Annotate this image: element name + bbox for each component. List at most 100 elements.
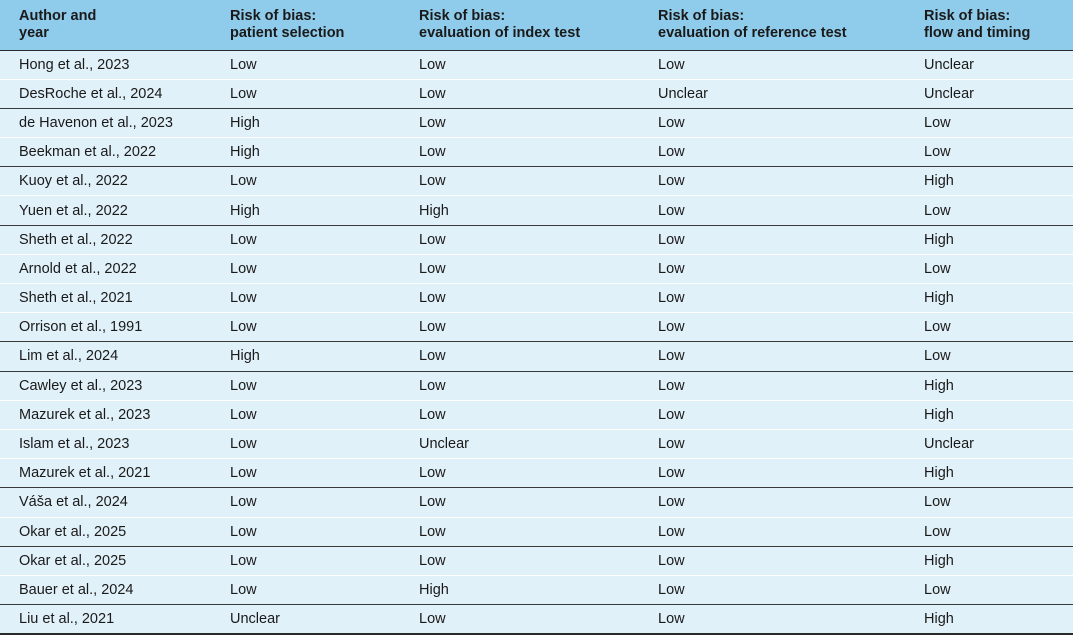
cell-index-test: Low bbox=[419, 283, 658, 314]
table-row: Váša et al., 2024 Low Low Low Low bbox=[0, 487, 1073, 518]
cell-author-year: Sheth et al., 2021 bbox=[0, 283, 230, 314]
cell-index-test: Low bbox=[419, 137, 658, 168]
header-line: evaluation of reference test bbox=[658, 24, 847, 41]
table-row: Bauer et al., 2024 Low High Low Low bbox=[0, 575, 1073, 606]
cell-index-test: Low bbox=[419, 254, 658, 285]
cell-reference-test: Low bbox=[658, 341, 924, 372]
header-line: evaluation of index test bbox=[419, 24, 581, 41]
cell-author-year: Lim et al., 2024 bbox=[0, 341, 230, 372]
header-line: patient selection bbox=[230, 24, 345, 41]
header-author-year: Author and year bbox=[0, 0, 230, 51]
cell-author-year: Liu et al., 2021 bbox=[0, 604, 230, 635]
cell-index-test: Low bbox=[419, 79, 658, 109]
cell-flow-timing: Low bbox=[924, 341, 1073, 372]
cell-author-year: Sheth et al., 2022 bbox=[0, 225, 230, 255]
cell-reference-test: Low bbox=[658, 195, 924, 226]
header-line: Risk of bias: bbox=[419, 7, 506, 24]
header-patient-selection: Risk of bias: patient selection bbox=[230, 0, 419, 51]
cell-author-year: Beekman et al., 2022 bbox=[0, 137, 230, 168]
cell-flow-timing: Low bbox=[924, 312, 1073, 343]
cell-flow-timing: Low bbox=[924, 575, 1073, 606]
cell-reference-test: Low bbox=[658, 254, 924, 285]
header-line: year bbox=[19, 24, 49, 41]
cell-author-year: Mazurek et al., 2023 bbox=[0, 400, 230, 430]
table-row: Arnold et al., 2022 Low Low Low Low bbox=[0, 254, 1073, 285]
cell-reference-test: Low bbox=[658, 429, 924, 460]
cell-patient-selection: Low bbox=[230, 225, 419, 255]
cell-index-test: Low bbox=[419, 341, 658, 372]
cell-author-year: Bauer et al., 2024 bbox=[0, 575, 230, 606]
cell-reference-test: Low bbox=[658, 50, 924, 80]
cell-flow-timing: Unclear bbox=[924, 79, 1073, 109]
cell-reference-test: Low bbox=[658, 604, 924, 635]
table-row: Lim et al., 2024 High Low Low Low bbox=[0, 341, 1073, 372]
cell-author-year: Mazurek et al., 2021 bbox=[0, 458, 230, 489]
cell-reference-test: Low bbox=[658, 371, 924, 401]
cell-reference-test: Low bbox=[658, 225, 924, 255]
table-row: Okar et al., 2025 Low Low Low Low bbox=[0, 517, 1073, 547]
cell-reference-test: Low bbox=[658, 312, 924, 343]
cell-patient-selection: High bbox=[230, 195, 419, 226]
cell-patient-selection: Low bbox=[230, 254, 419, 285]
cell-reference-test: Low bbox=[658, 546, 924, 576]
cell-index-test: Low bbox=[419, 400, 658, 430]
cell-index-test: Low bbox=[419, 225, 658, 255]
cell-index-test: Low bbox=[419, 312, 658, 343]
cell-flow-timing: High bbox=[924, 604, 1073, 635]
cell-patient-selection: Low bbox=[230, 79, 419, 109]
cell-patient-selection: Low bbox=[230, 166, 419, 197]
table-body: Hong et al., 2023 Low Low Low Unclear DesRoch… bbox=[0, 50, 1073, 635]
cell-index-test: Low bbox=[419, 108, 658, 139]
cell-index-test: Low bbox=[419, 50, 658, 80]
cell-patient-selection: Low bbox=[230, 517, 419, 547]
cell-reference-test: Low bbox=[658, 517, 924, 547]
cell-patient-selection: Low bbox=[230, 458, 419, 489]
header-index-test: Risk of bias: evaluation of index test bbox=[419, 0, 658, 51]
cell-flow-timing: Unclear bbox=[924, 50, 1073, 80]
cell-flow-timing: High bbox=[924, 546, 1073, 576]
cell-index-test: Low bbox=[419, 546, 658, 576]
cell-patient-selection: Unclear bbox=[230, 604, 419, 635]
cell-flow-timing: Low bbox=[924, 517, 1073, 547]
cell-patient-selection: High bbox=[230, 108, 419, 139]
header-flow-timing: Risk of bias: flow and timing bbox=[924, 0, 1073, 51]
cell-index-test: Low bbox=[419, 166, 658, 197]
table-row: Kuoy et al., 2022 Low Low Low High bbox=[0, 166, 1073, 197]
cell-author-year: Arnold et al., 2022 bbox=[0, 254, 230, 285]
table-row: Liu et al., 2021 Unclear Low Low High bbox=[0, 604, 1073, 635]
header-row: Author and year Risk of bias: patient se… bbox=[0, 0, 1073, 51]
table-row: Mazurek et al., 2023 Low Low Low High bbox=[0, 400, 1073, 430]
cell-flow-timing: Low bbox=[924, 108, 1073, 139]
table-row: Islam et al., 2023 Low Unclear Low Unclear bbox=[0, 429, 1073, 460]
table-row: Sheth et al., 2021 Low Low Low High bbox=[0, 283, 1073, 314]
cell-flow-timing: High bbox=[924, 400, 1073, 430]
table-row: Cawley et al., 2023 Low Low Low High bbox=[0, 371, 1073, 401]
cell-patient-selection: Low bbox=[230, 487, 419, 518]
header-line: Risk of bias: bbox=[230, 7, 317, 24]
cell-patient-selection: Low bbox=[230, 575, 419, 606]
cell-reference-test: Low bbox=[658, 458, 924, 489]
header-line: Author and bbox=[19, 7, 97, 24]
header-reference-test: Risk of bias: evaluation of reference te… bbox=[658, 0, 924, 51]
table-row: DesRoche et al., 2024 Low Low Unclear Unclea… bbox=[0, 79, 1073, 109]
cell-reference-test: Low bbox=[658, 400, 924, 430]
cell-index-test: High bbox=[419, 575, 658, 606]
cell-reference-test: Low bbox=[658, 108, 924, 139]
header-line: Risk of bias: bbox=[924, 7, 1011, 24]
table-header: Author and year Risk of bias: patient se… bbox=[0, 0, 1073, 51]
table-row: Okar et al., 2025 Low Low Low High bbox=[0, 546, 1073, 576]
cell-patient-selection: Low bbox=[230, 429, 419, 460]
cell-flow-timing: Low bbox=[924, 254, 1073, 285]
table-row: Yuen et al., 2022 High High Low Low bbox=[0, 195, 1073, 226]
cell-author-year: Yuen et al., 2022 bbox=[0, 195, 230, 226]
table-row: de Havenon et al., 2023 High Low Low Low bbox=[0, 108, 1073, 139]
cell-index-test: Low bbox=[419, 458, 658, 489]
cell-author-year: de Havenon et al., 2023 bbox=[0, 108, 230, 139]
cell-patient-selection: Low bbox=[230, 371, 419, 401]
cell-author-year: DesRoche et al., 2024 bbox=[0, 79, 230, 109]
cell-index-test: High bbox=[419, 195, 658, 226]
cell-patient-selection: Low bbox=[230, 50, 419, 80]
cell-flow-timing: High bbox=[924, 371, 1073, 401]
cell-reference-test: Low bbox=[658, 487, 924, 518]
table-row: Beekman et al., 2022 High Low Low Low bbox=[0, 137, 1073, 168]
